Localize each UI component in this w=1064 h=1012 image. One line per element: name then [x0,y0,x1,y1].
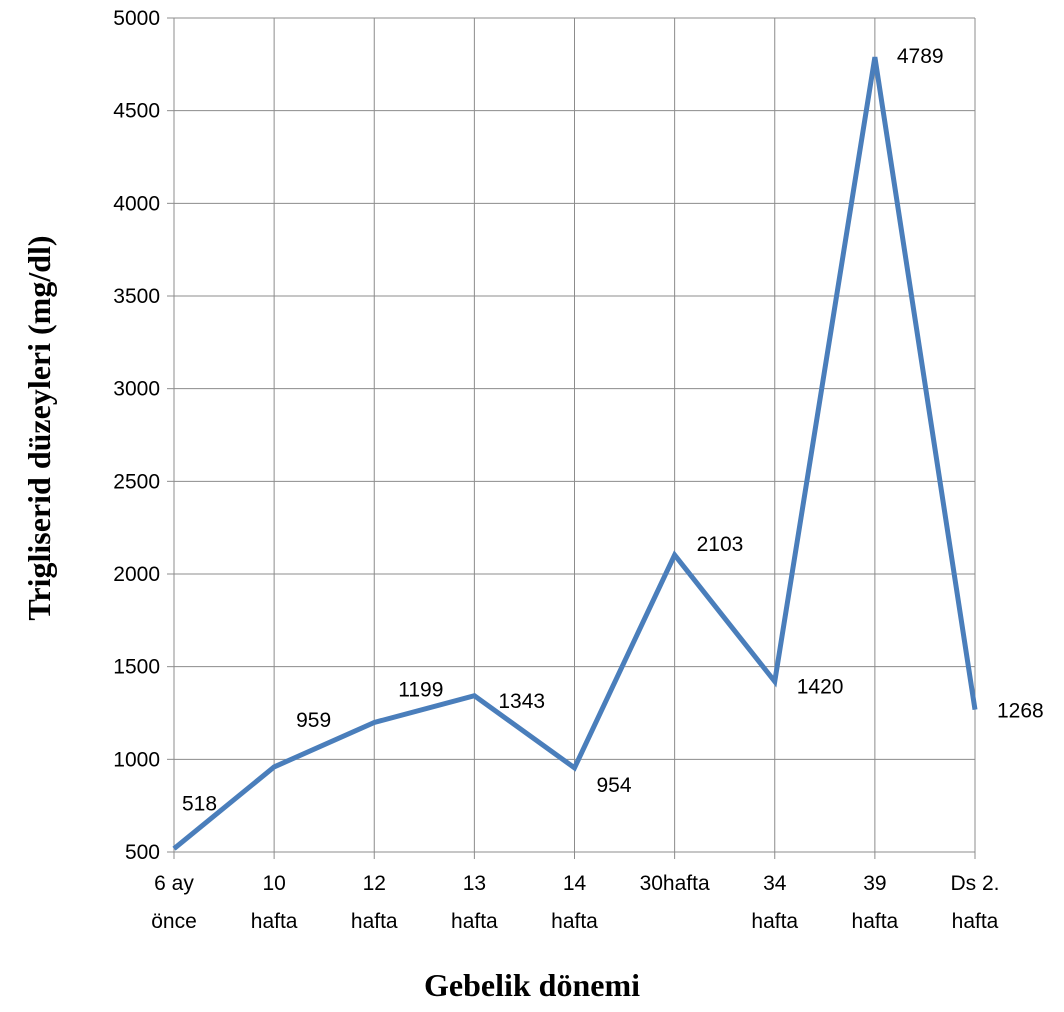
y-tick-label: 1000 [113,748,160,771]
x-tick-label: 30hafta [640,872,710,895]
y-tick-label: 3500 [113,285,160,308]
y-tick-label: 3000 [113,378,160,401]
x-tick-label: 39 hafta [852,872,899,933]
data-label: 959 [296,709,331,732]
y-tick-label: 4500 [113,100,160,123]
data-labels: 518 959 1199 1343 954 2103 1420 4789 1268 [182,45,1044,816]
x-tick-label-line: 30hafta [640,872,710,895]
data-label: 1199 [398,678,443,701]
x-tick-label-line: 13 [463,872,486,895]
x-tick-label-line: önce [151,910,197,933]
data-label: 954 [597,774,632,797]
x-tick-label: 14 hafta [551,872,598,933]
x-tick-label-line: Ds 2. [950,872,999,895]
axes [167,17,976,859]
x-tick-label-line: 39 [863,872,886,895]
series-line [172,56,978,851]
x-tick-label: 10 hafta [251,872,298,933]
x-tick-label: 12 hafta [351,872,398,933]
x-axis-title: Gebelik dönemi [424,967,640,1003]
y-tick-label: 2000 [113,563,160,586]
x-tick-label-line: hafta [251,910,298,933]
x-tick-label-line: 34 [763,872,787,895]
y-tick-label: 5000 [113,7,160,30]
y-tick-label: 1500 [113,656,160,679]
x-tick-label-line: hafta [551,910,598,933]
y-tick-label: 2500 [113,470,160,493]
gridlines [174,17,976,852]
data-label: 1343 [498,690,545,713]
x-tick-label-line: hafta [351,910,398,933]
x-tick-label: 34 hafta [751,872,798,933]
x-tick-label-line: 6 ay [154,872,194,895]
x-tick-label: Ds 2. hafta [950,872,999,933]
x-tick-label-line: hafta [451,910,498,933]
x-tick-label-line: 10 [262,872,285,895]
x-tick-label-line: hafta [852,910,899,933]
x-tick-label: 13 hafta [451,872,498,933]
y-axis-title: Trigliserid düzeyleri (mg/dl) [21,235,57,620]
x-tick-label: 6 ay önce [151,872,197,933]
series-layer [172,56,978,851]
data-label: 2103 [697,533,744,556]
data-label: 1420 [797,675,844,698]
y-tick-label: 4000 [113,192,160,215]
data-label: 1268 [997,700,1044,723]
data-label: 4789 [897,45,944,68]
x-tick-label-line: hafta [751,910,798,933]
x-tick-label-line: hafta [952,910,999,933]
data-label: 518 [182,793,217,816]
y-tick-label: 500 [125,841,160,864]
x-tick-label-line: 12 [363,872,386,895]
x-tick-label-line: 14 [563,872,587,895]
tick-labels: 500 1000 1500 2000 2500 3000 3500 4000 4500 5000 6… [113,7,999,933]
